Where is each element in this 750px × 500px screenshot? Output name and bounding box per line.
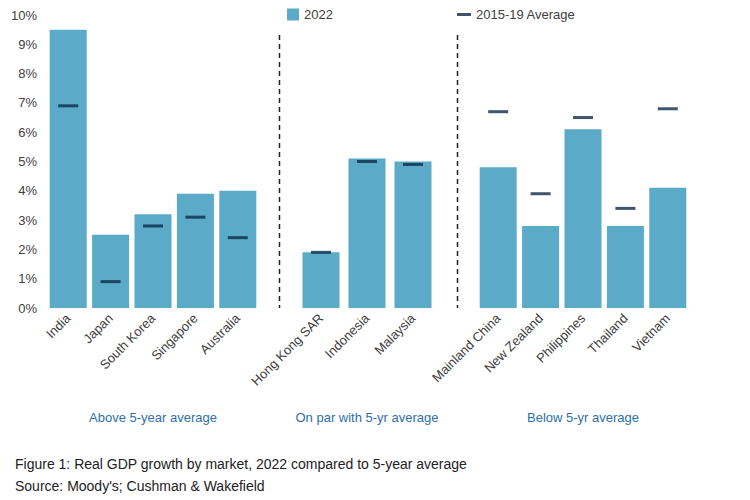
svg-text:Philippines: Philippines: [533, 310, 588, 365]
svg-text:Above 5-year average: Above 5-year average: [89, 410, 217, 425]
svg-text:7%: 7%: [18, 95, 37, 110]
svg-text:1%: 1%: [18, 271, 37, 286]
svg-text:Thailand: Thailand: [585, 311, 631, 357]
svg-text:New Zealand: New Zealand: [481, 311, 546, 376]
svg-text:Singapore: Singapore: [148, 311, 200, 363]
svg-text:Source: Moody's; Cushman & Wak: Source: Moody's; Cushman & Wakefield: [15, 478, 265, 494]
svg-text:Malaysia: Malaysia: [371, 310, 418, 357]
svg-text:Japan: Japan: [80, 311, 116, 347]
svg-text:2%: 2%: [18, 242, 37, 257]
svg-text:2015-19 Average: 2015-19 Average: [476, 7, 575, 22]
svg-text:India: India: [43, 310, 74, 341]
svg-text:2022: 2022: [304, 7, 333, 22]
svg-text:Figure 1: Real GDP growth by m: Figure 1: Real GDP growth by market, 202…: [15, 456, 467, 472]
svg-text:South Korea: South Korea: [97, 310, 159, 372]
svg-text:Hong Kong SAR: Hong Kong SAR: [248, 311, 326, 389]
svg-text:8%: 8%: [18, 66, 37, 81]
svg-text:On par with 5-yr average: On par with 5-yr average: [295, 410, 438, 425]
svg-text:Indonesia: Indonesia: [322, 310, 373, 361]
svg-text:Below 5-yr average: Below 5-yr average: [527, 410, 639, 425]
svg-text:Australia: Australia: [197, 310, 244, 357]
svg-text:4%: 4%: [18, 183, 37, 198]
svg-text:9%: 9%: [18, 37, 37, 52]
svg-text:3%: 3%: [18, 213, 37, 228]
svg-text:0%: 0%: [18, 301, 37, 316]
svg-text:5%: 5%: [18, 154, 37, 169]
svg-text:Vietnam: Vietnam: [629, 311, 673, 355]
svg-text:Mainland China: Mainland China: [429, 310, 504, 386]
svg-text:6%: 6%: [18, 125, 37, 140]
svg-text:10%: 10%: [11, 8, 37, 23]
